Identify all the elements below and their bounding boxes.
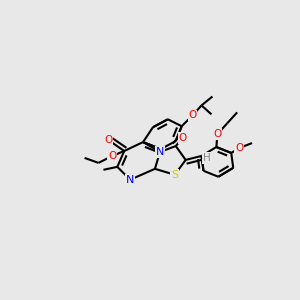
Text: O: O: [104, 135, 112, 145]
Text: O: O: [188, 110, 197, 120]
Text: O: O: [213, 129, 221, 139]
Text: N: N: [126, 175, 134, 185]
Text: O: O: [235, 143, 243, 153]
Text: S: S: [171, 170, 178, 180]
Text: H: H: [202, 153, 210, 163]
Text: O: O: [178, 133, 187, 143]
Text: N: N: [156, 147, 164, 157]
Text: O: O: [108, 151, 116, 161]
